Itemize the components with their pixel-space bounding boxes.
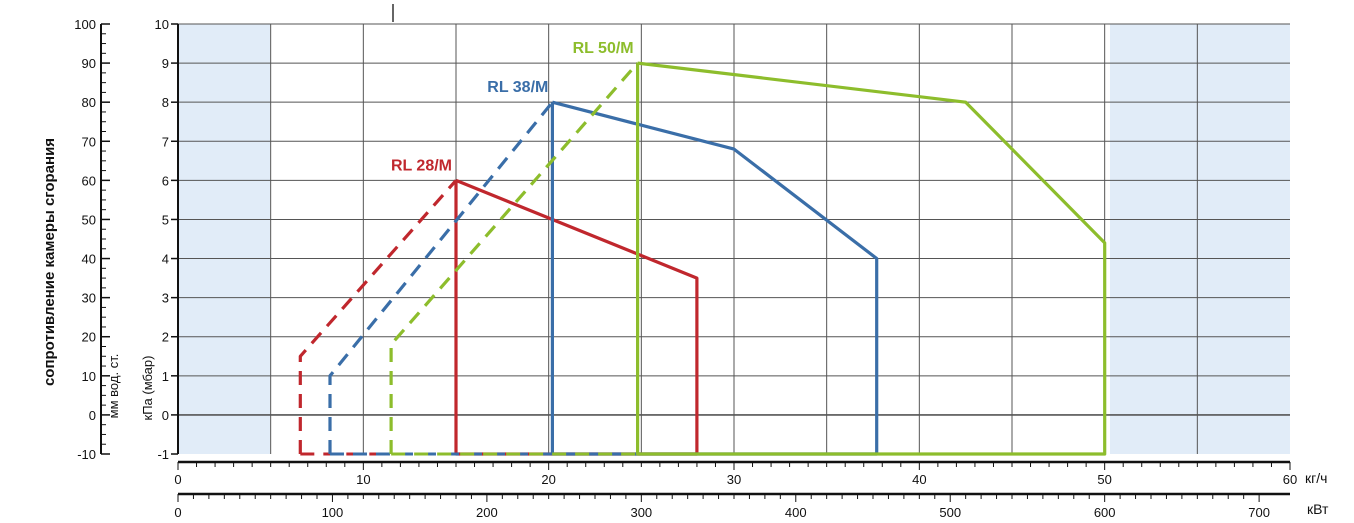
series-rl-50-m-dashed-line	[389, 62, 639, 454]
series-rl-38-m-solid-line	[550, 100, 879, 456]
x-axis-1-tick-label: 0	[174, 472, 181, 487]
x-axis-1-tick-label: 50	[1097, 472, 1111, 487]
series-rl-28-m-dashed-line	[298, 179, 458, 454]
x-axis-1-tick-label: 10	[356, 472, 370, 487]
kpa-axis-tick-label: -1	[157, 447, 169, 462]
left-axis-tick-label: 80	[82, 95, 96, 110]
left-axis-tick-label: 70	[82, 134, 96, 149]
left-axis-tick-label: 40	[82, 252, 96, 267]
kpa-axis-tick-label: 1	[162, 369, 169, 384]
left-axis-label: мм вод. ст.	[106, 354, 121, 419]
x-axis-2-tick-label: 200	[476, 505, 498, 520]
series-layer: RL 28/M RL 38/M RL 50/M	[298, 40, 1107, 456]
left-axis-tick-label: 90	[82, 56, 96, 71]
left-axis-tick-label: 20	[82, 330, 96, 345]
x-axis-1-tick-label: 40	[912, 472, 926, 487]
kpa-axis-tick-label: 5	[162, 212, 169, 227]
x-axis-2-tick-label: 100	[322, 505, 344, 520]
left-axis-tick-label: 60	[82, 173, 96, 188]
x-axis-1-unit: кг/ч	[1305, 470, 1327, 486]
x-axis-2-tick-label: 400	[785, 505, 807, 520]
x-axis-1-tick-label: 60	[1283, 472, 1297, 487]
x-axis-2-tick-label: 0	[174, 505, 181, 520]
series-rl-28-m-label: RL 28/M	[391, 157, 452, 174]
right-axis-label: кПа (мбар)	[140, 356, 155, 421]
left-axis-tick-label: 30	[82, 291, 96, 306]
kpa-axis-tick-label: 3	[162, 291, 169, 306]
x-axis-2-unit: кВт	[1307, 501, 1329, 517]
kpa-axis-tick-label: 8	[162, 95, 169, 110]
x-axis-2-tick-label: 700	[1248, 505, 1270, 520]
kpa-axis-tick-label: 9	[162, 56, 169, 71]
chart-side-title: сопротивление камеры сгорания	[41, 138, 58, 386]
series-rl-50-m-solid-line	[635, 61, 1107, 456]
kpa-axis-tick-label: 10	[155, 17, 169, 32]
x-axis-2-tick-label: 500	[939, 505, 961, 520]
kpa-axis-tick-label: 0	[162, 408, 169, 423]
x-axis-2-tick-label: 300	[630, 505, 652, 520]
grid	[178, 23, 1290, 454]
series-rl-50-m-label: RL 50/M	[573, 40, 634, 57]
x-axis-1-tick-label: 20	[541, 472, 555, 487]
plot-white-region	[270, 24, 1110, 454]
kpa-axis-tick-label: 4	[162, 252, 169, 267]
kpa-axis-tick-label: 7	[162, 134, 169, 149]
left-axis-tick-label: 10	[82, 369, 96, 384]
kpa-axis-tick-label: 2	[162, 330, 169, 345]
left-axis-tick-label: 50	[82, 212, 96, 227]
left-axis-tick-label: 0	[89, 408, 96, 423]
x-axis-2-tick-label: 600	[1094, 505, 1116, 520]
x-axis-1-tick-label: 30	[727, 472, 741, 487]
left-axis-tick-label: -10	[77, 447, 96, 462]
kpa-axis-tick-label: 6	[162, 173, 169, 188]
series-rl-38-m-dashed-line	[328, 101, 554, 454]
series-rl-38-m-label: RL 38/M	[487, 79, 548, 96]
left-axis-tick-label: 100	[74, 17, 96, 32]
